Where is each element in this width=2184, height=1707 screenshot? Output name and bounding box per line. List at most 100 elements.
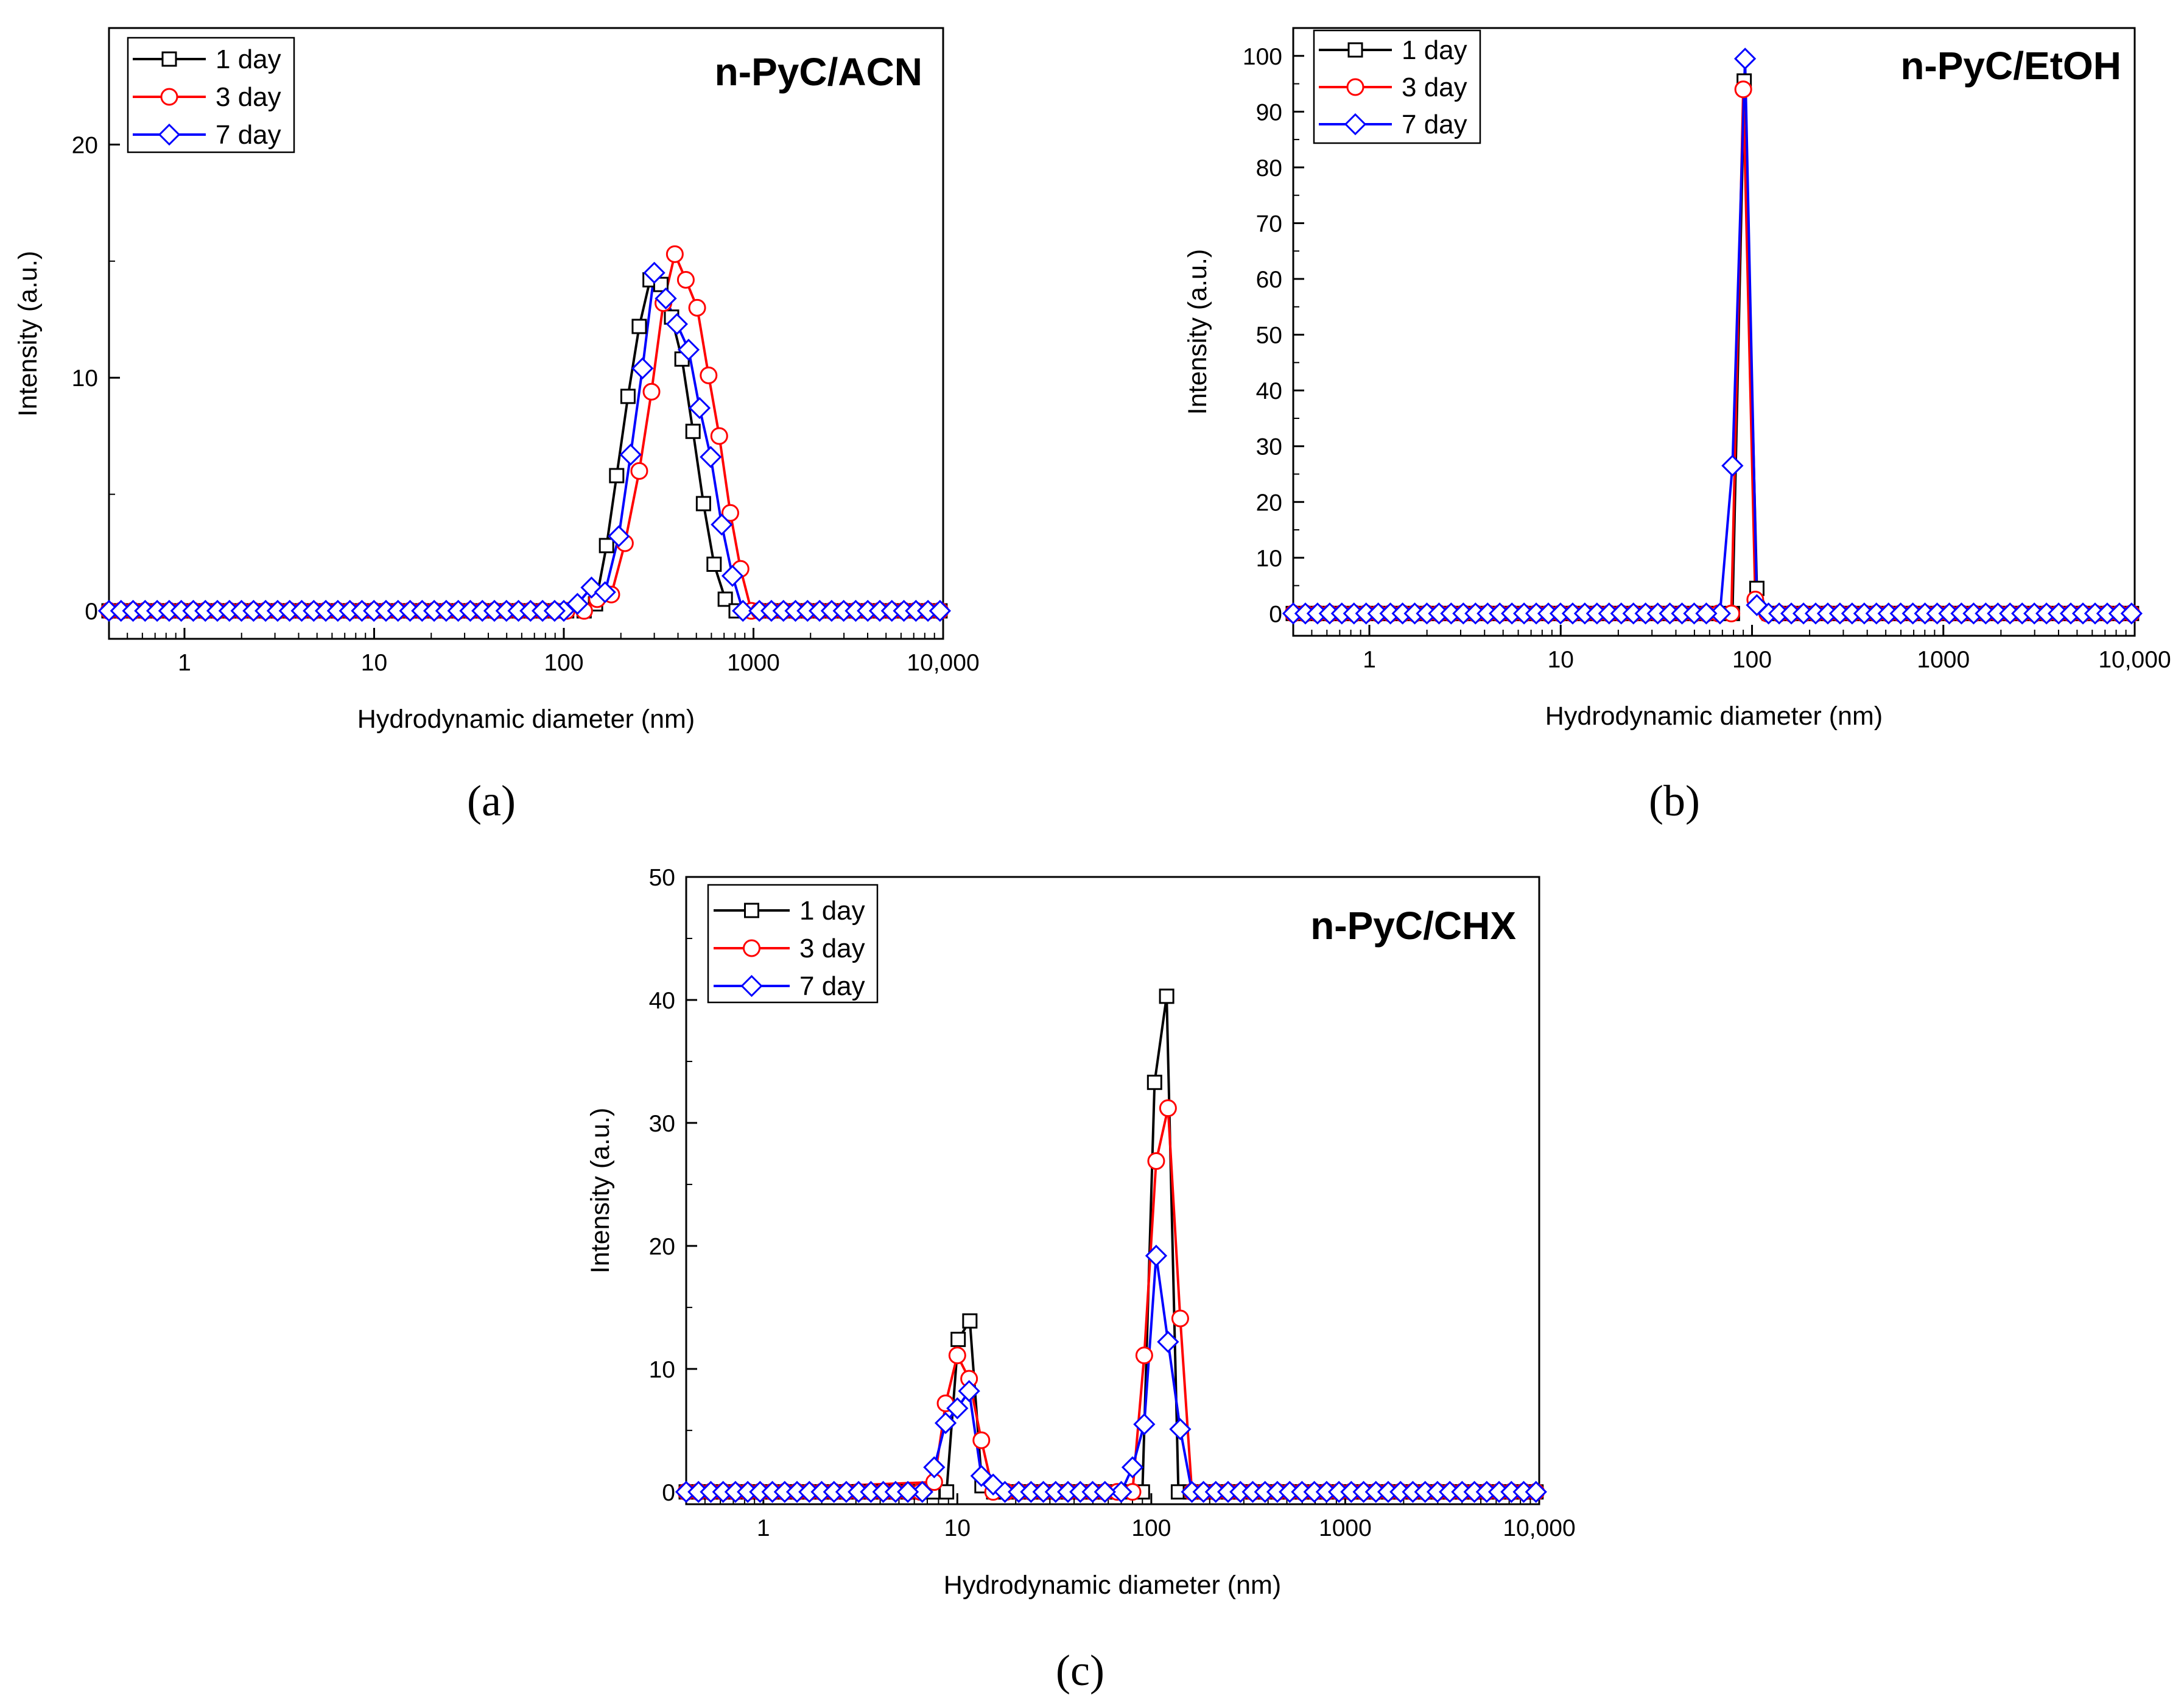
data-point xyxy=(929,599,952,622)
legend-marker xyxy=(740,974,763,998)
data-point xyxy=(710,427,728,445)
data-point xyxy=(1525,1480,1547,1503)
data-point xyxy=(630,462,648,480)
panel-label-a: (a) xyxy=(467,776,516,825)
data-point xyxy=(948,1346,966,1365)
data-point xyxy=(1133,1413,1156,1435)
y-axis-label: Intensity (a.u.) xyxy=(13,251,43,417)
data-point xyxy=(688,298,706,317)
y-tick-label: 100 xyxy=(1243,44,1282,70)
legend-box xyxy=(707,884,879,1004)
panel-label-c: (c) xyxy=(1056,1646,1104,1695)
data-point xyxy=(1110,1480,1132,1503)
data-point xyxy=(1145,1244,1168,1267)
data-point xyxy=(700,446,722,468)
data-point xyxy=(653,276,669,292)
y-tick-label: 60 xyxy=(1256,267,1282,293)
chart-panel-a: 1 10 100 1000 10,000 0 10 20 n-PyC/ACN Hydrodyn… xyxy=(13,27,980,734)
y-tick-label: 20 xyxy=(72,132,98,158)
legend: 1 day 3 day 7 day xyxy=(707,884,879,1004)
y-tick-label: 90 xyxy=(1256,99,1282,125)
data-point xyxy=(1146,1074,1162,1090)
data-point xyxy=(896,1480,919,1503)
data-point xyxy=(599,538,614,554)
data-point xyxy=(1147,1152,1165,1170)
legend-label: 1 day xyxy=(1402,35,1467,65)
legend-label: 1 day xyxy=(799,896,865,926)
data-point xyxy=(685,423,701,439)
data-point xyxy=(665,245,684,263)
data-point xyxy=(676,270,695,289)
data-point xyxy=(677,339,700,361)
x-tick-label: 100 xyxy=(1732,647,1772,673)
legend-label: 3 day xyxy=(1402,72,1467,102)
data-point xyxy=(631,357,654,380)
data-point xyxy=(619,443,642,466)
data-point xyxy=(1171,1309,1189,1328)
data-point xyxy=(1121,1456,1144,1479)
data-point xyxy=(934,1412,957,1434)
data-point xyxy=(655,287,677,310)
data-point xyxy=(972,1431,991,1449)
data-point xyxy=(946,1397,969,1420)
y-tick-label: 40 xyxy=(649,988,675,1014)
y-tick-label: 50 xyxy=(1256,323,1282,349)
x-tick-label: 10,000 xyxy=(1503,1515,1575,1541)
data-point xyxy=(566,593,589,615)
data-point xyxy=(950,1331,966,1347)
data-point xyxy=(1094,1480,1116,1503)
data-point xyxy=(642,382,661,401)
legend-box xyxy=(127,37,295,153)
y-tick-label: 20 xyxy=(1256,490,1282,516)
series-line-7-day xyxy=(109,272,943,613)
legend: 1 day 3 day 7 day xyxy=(127,37,295,153)
data-point xyxy=(700,366,718,384)
legend-label: 7 day xyxy=(799,971,865,1001)
y-tick-label: 50 xyxy=(649,865,675,891)
data-point xyxy=(643,261,665,284)
data-point xyxy=(1734,48,1757,70)
x-axis-label: Hydrodynamic diameter (nm) xyxy=(944,1571,1281,1600)
data-point xyxy=(1695,602,1718,625)
y-tick-label: 0 xyxy=(1269,601,1282,627)
x-tick-label: 1 xyxy=(757,1515,770,1541)
y-tick-label: 40 xyxy=(1256,378,1282,404)
y-tick-label: 0 xyxy=(662,1480,675,1506)
data-point xyxy=(923,1456,946,1479)
x-tick-label: 1000 xyxy=(727,650,780,676)
data-point xyxy=(732,599,754,622)
data-point xyxy=(1721,454,1744,477)
legend-marker xyxy=(158,123,181,146)
legend-label: 3 day xyxy=(799,934,865,963)
data-point xyxy=(1169,1418,1192,1440)
data-point xyxy=(1734,80,1752,99)
legend-marker xyxy=(1344,113,1367,136)
data-point xyxy=(711,513,733,536)
y-tick-label: 70 xyxy=(1256,211,1282,237)
chart-panel-b: 1 10 100 1000 10,000 0 10 20 30 40 50 60 70 80 90 100 n… xyxy=(1183,27,2171,731)
panel-label-b: (b) xyxy=(1649,776,1700,825)
legend-label: 7 day xyxy=(216,120,281,150)
data-point xyxy=(721,504,739,522)
series-line-1-day xyxy=(109,278,943,613)
plot-frame xyxy=(108,27,944,640)
x-axis-label: Hydrodynamic diameter (nm) xyxy=(357,705,695,734)
y-tick-label: 10 xyxy=(1256,546,1282,572)
y-tick-label: 80 xyxy=(1256,155,1282,181)
series-line-7-day xyxy=(686,1255,1539,1493)
x-tick-label: 10,000 xyxy=(907,650,979,676)
series-line-3-day xyxy=(1293,88,2135,615)
chart-title: n-PyC/ACN xyxy=(715,50,922,94)
x-tick-label: 10 xyxy=(361,650,387,676)
data-point xyxy=(543,599,566,622)
x-axis-label: Hydrodynamic diameter (nm) xyxy=(1545,702,1883,731)
data-point xyxy=(594,581,616,604)
plot-frame xyxy=(1292,27,2136,637)
legend-marker xyxy=(1346,78,1364,96)
legend: 1 day 3 day 7 day xyxy=(1313,29,1481,144)
x-tick-label: 100 xyxy=(1131,1515,1171,1541)
data-point xyxy=(609,468,625,484)
data-point xyxy=(608,525,630,547)
legend-marker xyxy=(743,939,760,957)
